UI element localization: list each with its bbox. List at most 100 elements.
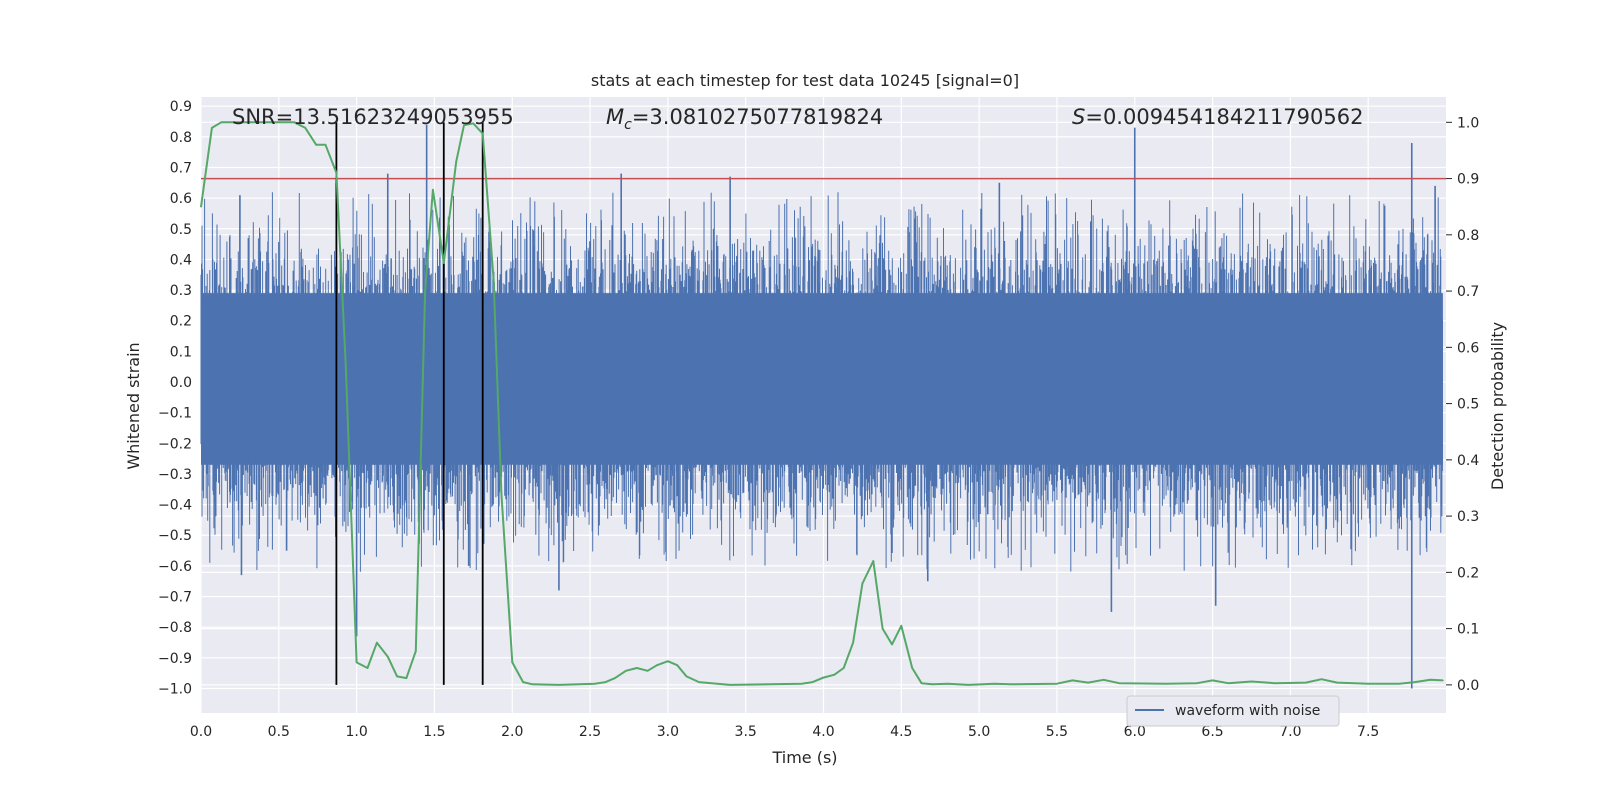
y-right-tick-label: 0.6 bbox=[1457, 340, 1479, 356]
x-tick-label: 1.0 bbox=[345, 724, 367, 740]
probability-point bbox=[1102, 679, 1105, 681]
probability-point bbox=[811, 681, 814, 683]
y-right-tick-label: 0.2 bbox=[1457, 565, 1479, 581]
y-right-tick-label: 0.1 bbox=[1457, 622, 1479, 638]
probability-point bbox=[442, 262, 445, 264]
probability-point bbox=[1320, 678, 1323, 681]
probability-point bbox=[1056, 682, 1058, 685]
probability-point bbox=[386, 655, 389, 658]
x-axis-label: Time (s) bbox=[771, 748, 837, 767]
probability-point bbox=[335, 172, 338, 174]
x-tick-label: 2.0 bbox=[501, 724, 523, 740]
probability-point bbox=[200, 205, 202, 208]
probability-point bbox=[366, 667, 369, 669]
probability-point bbox=[231, 121, 233, 124]
probability-point bbox=[1398, 682, 1401, 685]
chirp-mass-subscript: c bbox=[624, 117, 632, 133]
probability-point bbox=[376, 641, 378, 644]
x-tick-label: 7.0 bbox=[1279, 724, 1301, 740]
probability-point bbox=[685, 675, 688, 678]
y-axis-right-label: Detection probability bbox=[1488, 322, 1507, 490]
probability-point bbox=[920, 682, 923, 684]
y-right-tick-label: 0.3 bbox=[1457, 509, 1479, 525]
y-tick-label: 0.8 bbox=[170, 130, 192, 146]
legend-label: waveform with noise bbox=[1175, 703, 1320, 719]
probability-point bbox=[676, 664, 679, 666]
chirp-mass-annotation: Mc=3.0810275077819824 bbox=[606, 105, 883, 133]
probability-point bbox=[1274, 682, 1276, 684]
probability-point bbox=[472, 122, 475, 125]
waveform-series bbox=[200, 124, 1443, 689]
waveform-trace bbox=[200, 192, 1443, 572]
y-tick-label: −0.2 bbox=[158, 436, 192, 452]
probability-point bbox=[211, 127, 213, 129]
probability-point bbox=[656, 664, 658, 666]
probability-point bbox=[625, 670, 627, 672]
probability-point bbox=[800, 682, 803, 685]
probability-point bbox=[861, 582, 864, 585]
probability-point bbox=[324, 144, 327, 146]
y-tick-label: 0.6 bbox=[170, 191, 192, 207]
probability-point bbox=[315, 144, 317, 146]
probability-line bbox=[200, 121, 1443, 686]
x-tick-label: 5.0 bbox=[968, 724, 990, 740]
probability-point bbox=[993, 682, 996, 685]
probability-point bbox=[1009, 683, 1012, 686]
y-right-tick-label: 0.5 bbox=[1457, 397, 1479, 413]
x-tick-label: 1.5 bbox=[423, 724, 445, 740]
y-tick-label: −0.4 bbox=[158, 498, 192, 514]
probability-point bbox=[729, 684, 731, 686]
probability-point bbox=[558, 684, 560, 686]
probability-point bbox=[911, 667, 914, 669]
y-tick-label: 0.0 bbox=[170, 375, 192, 391]
probability-point bbox=[463, 124, 465, 126]
y-tick-label: 0.1 bbox=[170, 344, 192, 360]
probability-point bbox=[396, 675, 398, 678]
probability-point bbox=[304, 127, 307, 129]
y-axis-label: Whitened strain bbox=[124, 342, 143, 469]
probability-point bbox=[1165, 682, 1167, 685]
reference-lines bbox=[201, 122, 1446, 685]
probability-point bbox=[1071, 679, 1074, 682]
x-tick-label: 4.5 bbox=[890, 724, 912, 740]
x-tick-label: 6.5 bbox=[1201, 724, 1223, 740]
y-tick-label: −0.9 bbox=[158, 651, 192, 667]
probability-point bbox=[852, 641, 854, 644]
probability-point bbox=[881, 627, 884, 630]
probability-point bbox=[635, 667, 638, 669]
s-symbol: S bbox=[1072, 105, 1085, 129]
y-right-tick-label: 0.0 bbox=[1457, 678, 1479, 694]
probability-point bbox=[344, 363, 347, 366]
probability-point bbox=[833, 673, 836, 676]
probability-point bbox=[271, 121, 274, 124]
x-tick-label: 5.5 bbox=[1046, 724, 1068, 740]
probability-point bbox=[455, 160, 458, 163]
y-tick-label: 0.2 bbox=[170, 314, 192, 330]
probability-point bbox=[449, 211, 451, 214]
s-annotation: S=0.009454184211790562 bbox=[1072, 105, 1363, 129]
probability-point bbox=[614, 677, 616, 679]
probability-point bbox=[667, 660, 669, 663]
probability-point bbox=[481, 132, 484, 135]
probability-point bbox=[1118, 682, 1120, 684]
y-tick-label: −0.5 bbox=[158, 528, 192, 544]
y-right-tick-label: 0.7 bbox=[1457, 284, 1479, 300]
x-tick-label: 6.0 bbox=[1124, 724, 1146, 740]
chirp-mass-value: =3.0810275077819824 bbox=[632, 105, 883, 129]
probability-point bbox=[220, 121, 223, 124]
y-tick-label: −1.0 bbox=[158, 681, 192, 697]
x-tick-label: 0.5 bbox=[268, 724, 290, 740]
probability-point bbox=[1367, 682, 1369, 685]
probability-point bbox=[1211, 679, 1214, 682]
probability-point bbox=[293, 121, 296, 124]
probability-point bbox=[1196, 682, 1198, 684]
y-right-tick-label: 0.9 bbox=[1457, 172, 1479, 188]
chirp-mass-symbol: M bbox=[606, 105, 624, 129]
s-value: =0.009454184211790562 bbox=[1085, 105, 1363, 129]
y-tick-label: −0.8 bbox=[158, 620, 192, 636]
y-tick-label: 0.7 bbox=[170, 160, 192, 176]
probability-point bbox=[947, 682, 949, 685]
x-tick-label: 3.5 bbox=[735, 724, 757, 740]
probability-point bbox=[432, 189, 434, 191]
probability-point bbox=[405, 677, 408, 679]
